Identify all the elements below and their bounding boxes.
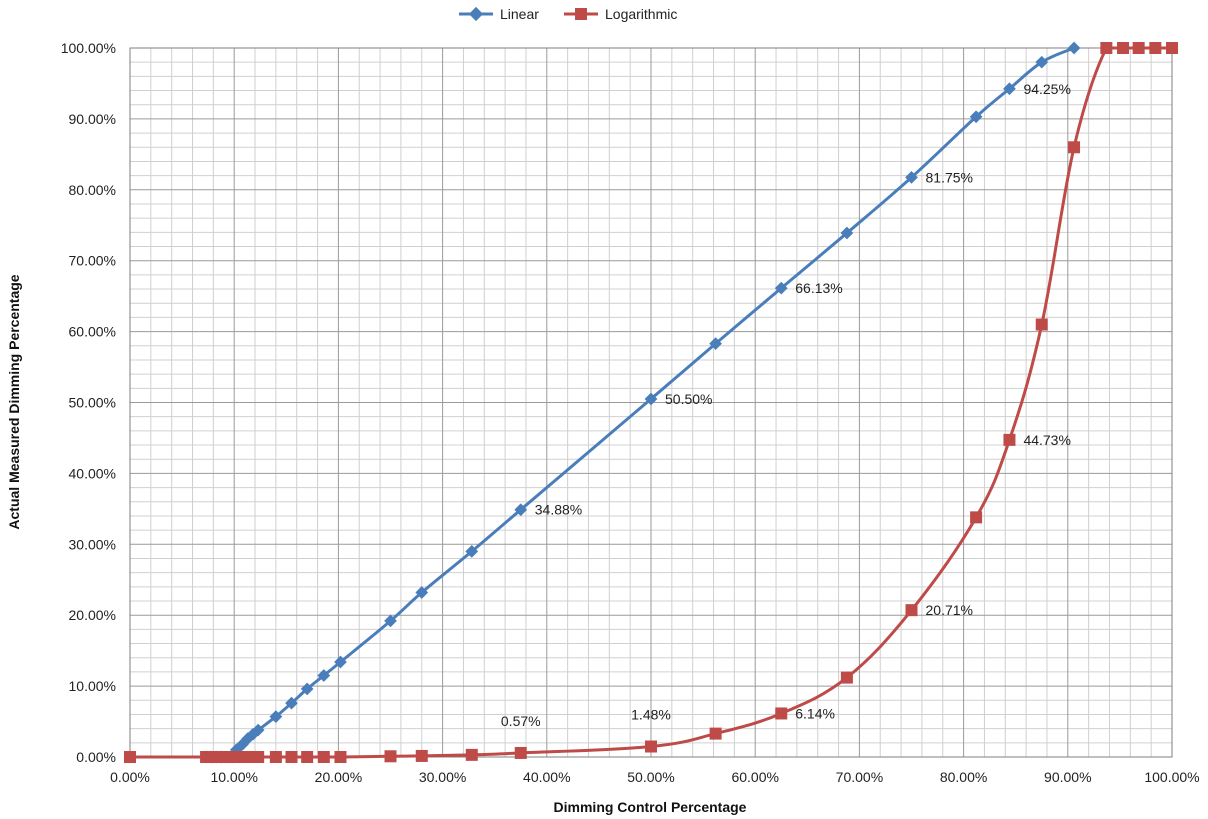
logarithmic-point-marker [285,751,298,763]
logarithmic-point-marker [1132,42,1145,54]
logarithmic-point-marker [301,751,314,763]
y-tick-label: 0.00% [76,749,116,765]
data-label-logarithmic: 0.57% [501,713,541,729]
x-tick-label: 60.00% [731,769,778,785]
legend-logarithmic-marker [575,8,587,20]
logarithmic-point-marker [1068,141,1081,154]
x-tick-label: 10.00% [210,769,257,785]
data-label-linear: 66.13% [795,280,842,296]
y-tick-label: 30.00% [69,536,116,552]
logarithmic-point-marker [124,751,136,763]
logarithmic-point-marker [840,671,853,684]
logarithmic-point-marker [384,750,397,763]
data-label-logarithmic: 6.14% [795,705,835,721]
y-tick-label: 40.00% [69,465,116,481]
y-axis-title: Actual Measured Dimming Percentage [6,274,22,529]
x-axis-title: Dimming Control Percentage [554,799,747,815]
logarithmic-point-marker [415,749,428,762]
logarithmic-point-marker [1100,42,1113,54]
y-tick-label: 90.00% [69,111,116,127]
logarithmic-point-marker [1003,433,1016,446]
x-tick-label: 40.00% [523,769,570,785]
y-tick-label: 10.00% [69,678,116,694]
x-tick-label: 80.00% [940,769,987,785]
y-axis-tick-labels: 0.00% 10.00% 20.00% 30.00% 40.00% 50.00% 60.00… [61,40,116,765]
data-label-linear: 50.50% [665,391,712,407]
y-tick-label: 20.00% [69,607,116,623]
series-logarithmic [124,42,1178,763]
linear-point-marker [251,723,265,737]
plot-area-border [129,47,1173,758]
logarithmic-point-marker [252,751,265,763]
logarithmic-point-marker [514,746,527,759]
logarithmic-point-marker [1035,318,1048,331]
x-tick-label: 50.00% [627,769,674,785]
y-tick-label: 80.00% [69,182,116,198]
logarithmic-point-marker [334,751,347,763]
x-tick-label: 20.00% [315,769,362,785]
x-tick-label: 90.00% [1044,769,1091,785]
logarithmic-point-marker [905,604,918,617]
data-label-linear: 94.25% [1023,81,1070,97]
logarithmic-point-marker [709,727,722,740]
logarithmic-point-marker [1117,42,1130,54]
y-tick-label: 60.00% [69,324,116,340]
y-tick-label: 100.00% [61,40,116,56]
logarithmic-point-marker [1166,42,1178,54]
logarithmic-point-marker [775,707,788,720]
logarithmic-point-marker [645,740,657,753]
y-tick-label: 70.00% [69,253,116,269]
data-label-logarithmic: 1.48% [631,707,671,723]
x-tick-label: 70.00% [836,769,883,785]
x-tick-label: 30.00% [419,769,466,785]
legend: Linear Logarithmic [459,6,677,22]
series-layer [123,41,1178,764]
data-label-logarithmic: 20.71% [926,602,973,618]
x-axis-tick-labels: 0.00% 10.00% 20.00% 30.00% 40.00% 50.00% 60.00… [110,769,1199,785]
y-tick-label: 50.00% [69,395,116,411]
data-label-linear: 81.75% [926,169,973,185]
legend-linear-label: Linear [500,6,539,22]
x-tick-label: 100.00% [1144,769,1199,785]
data-labels: 34.88% 50.50% 66.13% 81.75% 94.25% 0.57% 1.48%… [501,81,1071,729]
legend-logarithmic-label: Logarithmic [605,6,677,22]
logarithmic-point-marker [1149,42,1162,54]
data-label-logarithmic: 44.73% [1023,432,1070,448]
logarithmic-point-marker [317,751,330,763]
logarithmic-point-marker [970,511,983,524]
logarithmic-point-marker [269,751,282,763]
logarithmic-point-marker [465,748,478,761]
x-tick-label: 0.00% [110,769,150,785]
data-label-linear: 34.88% [535,502,582,518]
legend-linear-marker [468,6,484,22]
